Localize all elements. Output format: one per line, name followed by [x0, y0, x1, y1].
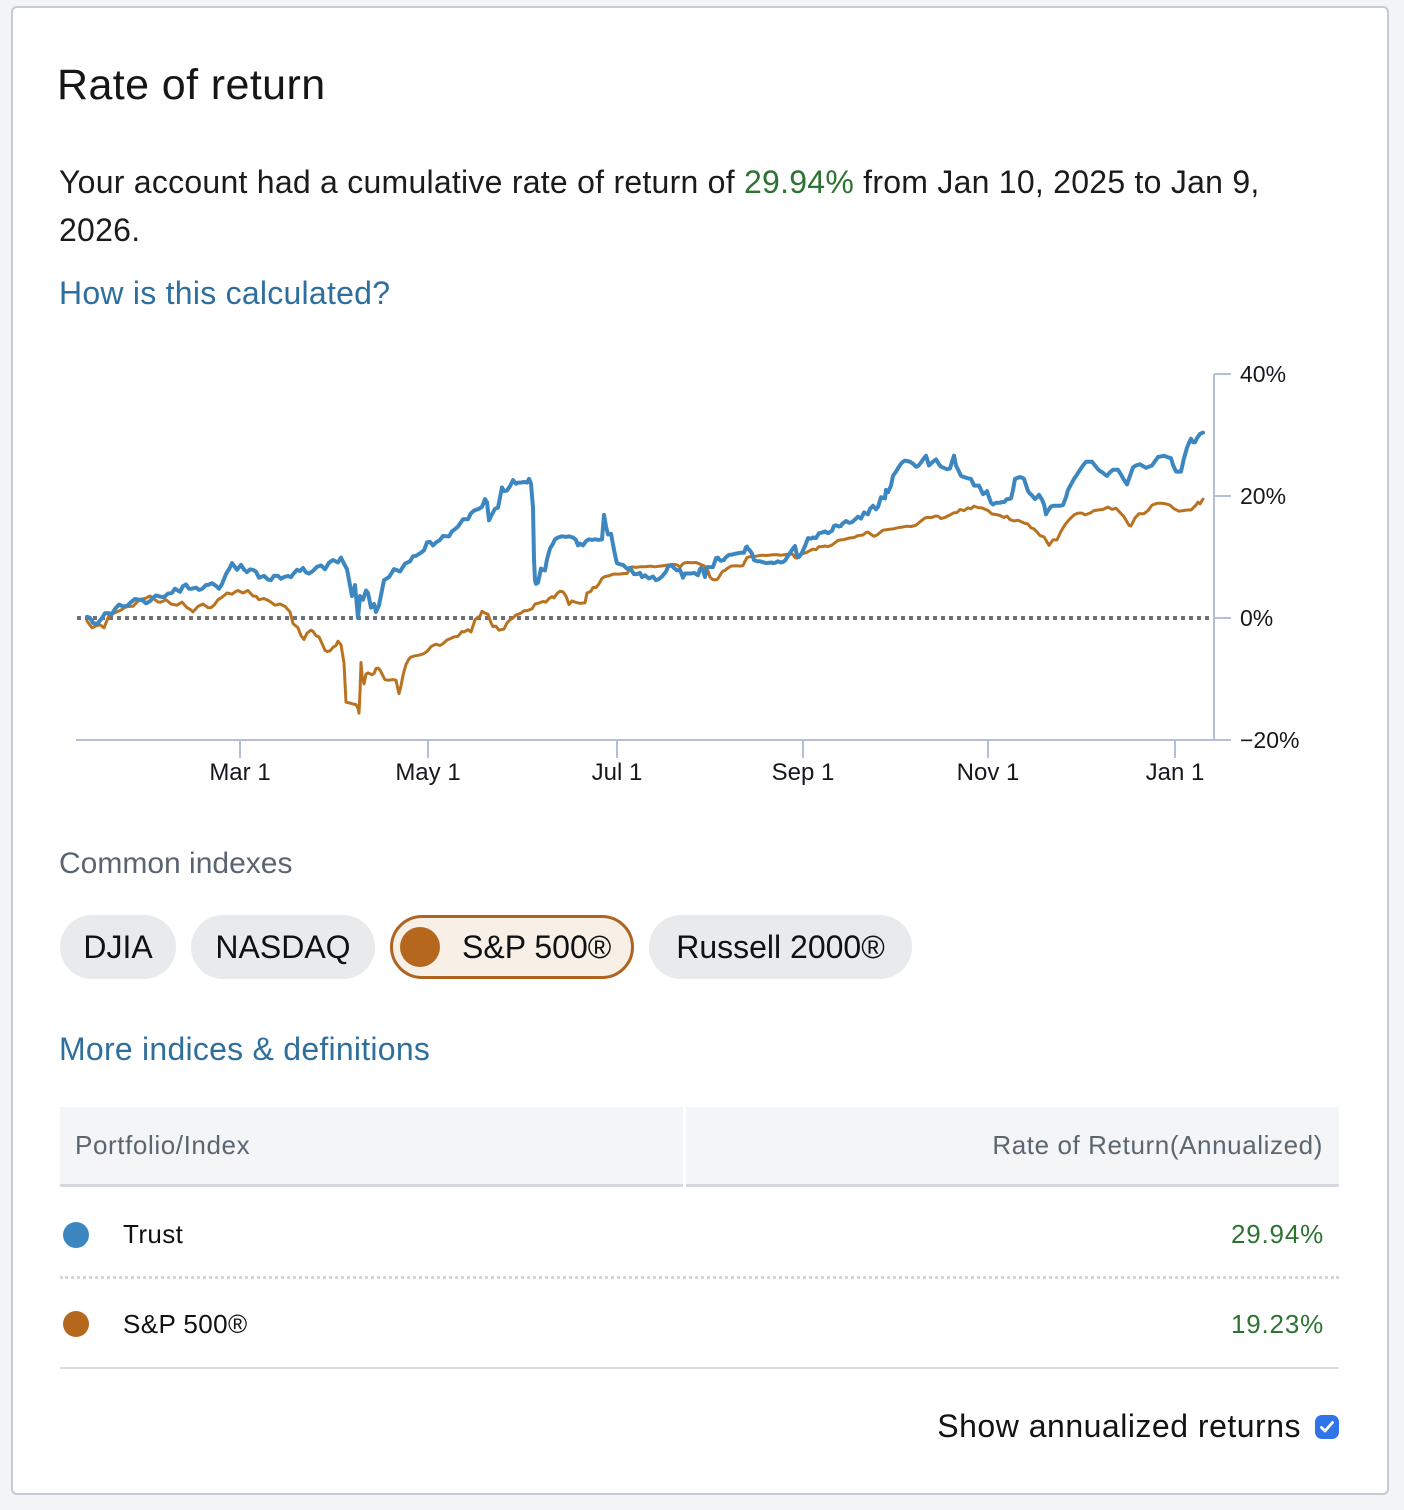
svg-text:Sep 1: Sep 1: [772, 759, 835, 786]
svg-text:Jan 1: Jan 1: [1146, 759, 1205, 786]
svg-text:Mar 1: Mar 1: [209, 759, 270, 786]
svg-text:Jul 1: Jul 1: [592, 759, 643, 786]
svg-text:−20%: −20%: [1240, 727, 1299, 753]
svg-text:0%: 0%: [1240, 605, 1273, 631]
svg-text:Nov 1: Nov 1: [957, 759, 1020, 786]
svg-text:20%: 20%: [1240, 483, 1286, 509]
svg-text:May 1: May 1: [395, 759, 460, 786]
svg-text:40%: 40%: [1240, 361, 1286, 387]
